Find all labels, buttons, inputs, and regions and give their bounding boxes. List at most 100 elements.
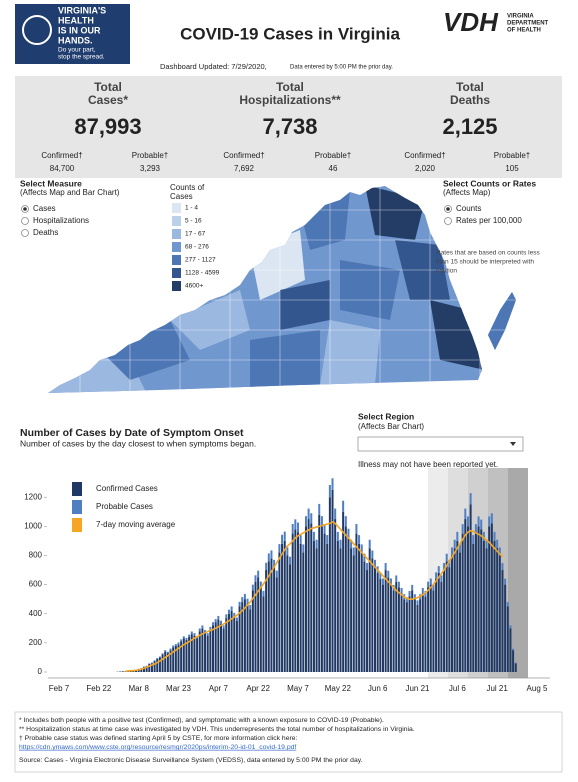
bar-segment xyxy=(278,553,280,672)
bar-segment xyxy=(361,553,363,672)
bar-segment xyxy=(278,544,280,552)
radio-label[interactable]: Cases xyxy=(33,204,56,213)
x-tick-label: Feb 7 xyxy=(49,684,70,693)
bar-segment xyxy=(289,557,291,565)
radio-selected[interactable] xyxy=(446,207,450,211)
bar-segment xyxy=(353,547,355,555)
bar-segment xyxy=(350,548,352,672)
bar-segment xyxy=(374,567,376,672)
bar-segment xyxy=(233,617,235,672)
bar-segment xyxy=(470,493,472,504)
y-tick-label: 1000 xyxy=(24,521,42,530)
bar-segment xyxy=(422,588,424,593)
bar-segment xyxy=(379,579,381,672)
kpi-label: Total xyxy=(276,80,304,94)
map-legend-label: 1 - 4 xyxy=(185,205,198,212)
bar-segment xyxy=(507,606,509,672)
bar-segment xyxy=(387,571,389,578)
region-dropdown[interactable] xyxy=(358,437,523,451)
map-legend-label: 68 - 276 xyxy=(185,244,209,251)
legend-label: Probable Cases xyxy=(96,502,153,511)
bar-segment xyxy=(345,516,347,526)
bar-segment xyxy=(284,541,286,672)
bar-segment xyxy=(239,602,241,607)
bar-segment xyxy=(494,541,496,672)
bar-segment xyxy=(430,585,432,672)
bar-segment xyxy=(435,572,437,578)
radio-label[interactable]: Rates per 100,000 xyxy=(456,216,522,225)
chart-subtitle: Number of cases by the day closest to wh… xyxy=(20,438,256,448)
bar-segment xyxy=(167,652,169,653)
map-legend-label: 1128 - 4599 xyxy=(185,270,220,277)
radio-label[interactable]: Hospitalizations xyxy=(33,216,89,225)
bar-segment xyxy=(228,610,230,614)
bar-segment xyxy=(446,561,448,672)
bar-segment xyxy=(480,520,482,530)
rate-note: than 15 should be interpreted with xyxy=(436,259,534,266)
bar-segment xyxy=(255,575,257,581)
bar-segment xyxy=(446,554,448,562)
bar-segment xyxy=(382,578,384,584)
kpi-breakdown-label: Confirmed† xyxy=(404,151,445,160)
bar-segment xyxy=(345,526,347,672)
bar-segment xyxy=(353,555,355,672)
bar-segment xyxy=(385,563,387,570)
bar-segment xyxy=(509,625,511,628)
bar-segment xyxy=(371,558,373,672)
bar-segment xyxy=(366,563,368,570)
bar-segment xyxy=(151,663,153,664)
bar-segment xyxy=(236,621,238,672)
region-title: Select Region xyxy=(358,411,414,421)
bar-segment xyxy=(435,579,437,672)
footnote-link[interactable]: https://cdn.ymaws.com/www.cste.org/resou… xyxy=(19,744,296,751)
bar-segment xyxy=(411,590,413,672)
bar-segment xyxy=(496,548,498,672)
bar-segment xyxy=(355,524,357,534)
map-legend-label: 277 - 1127 xyxy=(185,257,216,264)
bar-segment xyxy=(305,526,307,672)
logo-text: IS IN OUR xyxy=(58,25,101,35)
bar-segment xyxy=(515,663,517,672)
bar-segment xyxy=(215,622,217,672)
y-tick-label: 200 xyxy=(29,638,43,647)
bar-segment xyxy=(175,644,177,646)
bar-segment xyxy=(185,638,187,640)
kpi-value: 2,125 xyxy=(442,114,497,139)
bar-segment xyxy=(241,602,243,672)
control-subtitle: (Affects Map and Bar Chart) xyxy=(20,188,120,197)
bar-segment xyxy=(239,606,241,672)
bar-segment xyxy=(472,535,474,544)
bar-segment xyxy=(156,659,158,672)
bar-segment xyxy=(414,599,416,672)
radio-button[interactable] xyxy=(445,218,452,225)
y-tick-label: 600 xyxy=(29,580,43,589)
bar-segment xyxy=(199,631,201,672)
bar-segment xyxy=(464,509,466,519)
logo-text: VIRGINIA'S xyxy=(58,5,106,15)
bar-segment xyxy=(241,597,243,602)
bar-segment xyxy=(236,618,238,621)
updated-note: Data entered by 5:00 PM the prior day. xyxy=(290,65,393,71)
bar-segment xyxy=(249,609,251,672)
bar-segment xyxy=(334,509,336,519)
radio-label[interactable]: Deaths xyxy=(33,228,58,237)
bar-segment xyxy=(300,544,302,672)
bar-segment xyxy=(318,504,320,515)
bar-segment xyxy=(316,540,318,548)
bar-segment xyxy=(339,540,341,548)
radio-selected[interactable] xyxy=(23,207,27,211)
radio-label[interactable]: Counts xyxy=(456,204,481,213)
radio-button[interactable] xyxy=(22,218,29,225)
x-tick-label: Feb 22 xyxy=(86,684,111,693)
y-tick-label: 400 xyxy=(29,609,43,618)
bar-segment xyxy=(430,578,432,584)
kpi-label: Hospitalizations** xyxy=(239,93,341,107)
radio-button[interactable] xyxy=(22,230,29,237)
bar-segment xyxy=(377,573,379,672)
x-tick-label: Jul 6 xyxy=(449,684,466,693)
map-legend-swatch xyxy=(172,268,181,278)
bar-segment xyxy=(262,596,264,672)
bar-segment xyxy=(438,573,440,672)
bar-segment xyxy=(332,490,334,672)
